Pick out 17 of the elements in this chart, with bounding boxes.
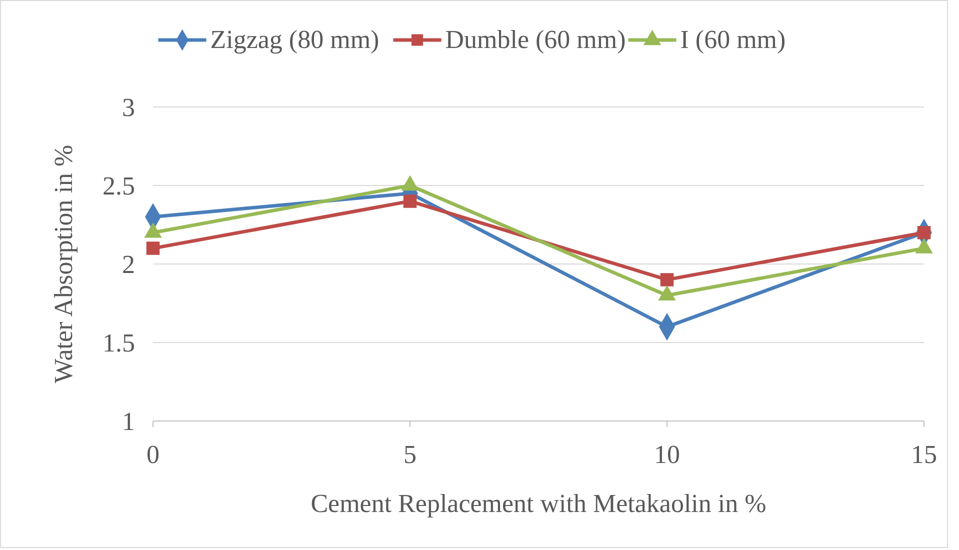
x-tick-label: 0 <box>146 440 160 469</box>
point <box>146 242 160 255</box>
legend-label: Dumble (60 mm) <box>445 25 626 54</box>
x-tick-label: 5 <box>404 440 416 469</box>
y-axis-title: Water Absorption in % <box>49 144 78 384</box>
y-tick-label: 1 <box>122 407 135 436</box>
legend-label: Zigzag (80 mm) <box>210 25 380 54</box>
y-tick-label: 2.5 <box>102 172 135 200</box>
y-tick-label: 2 <box>122 250 135 279</box>
x-tick-label: 15 <box>911 440 937 469</box>
y-tick-label: 1.5 <box>102 328 135 358</box>
y-tick-label: 3 <box>122 93 135 122</box>
x-axis-title: Cement Replacement with Metakaolin in % <box>310 489 766 518</box>
legend-label: I (60 mm) <box>680 25 786 54</box>
point <box>660 273 674 286</box>
x-tick-label: 10 <box>654 440 680 469</box>
point <box>403 194 417 208</box>
